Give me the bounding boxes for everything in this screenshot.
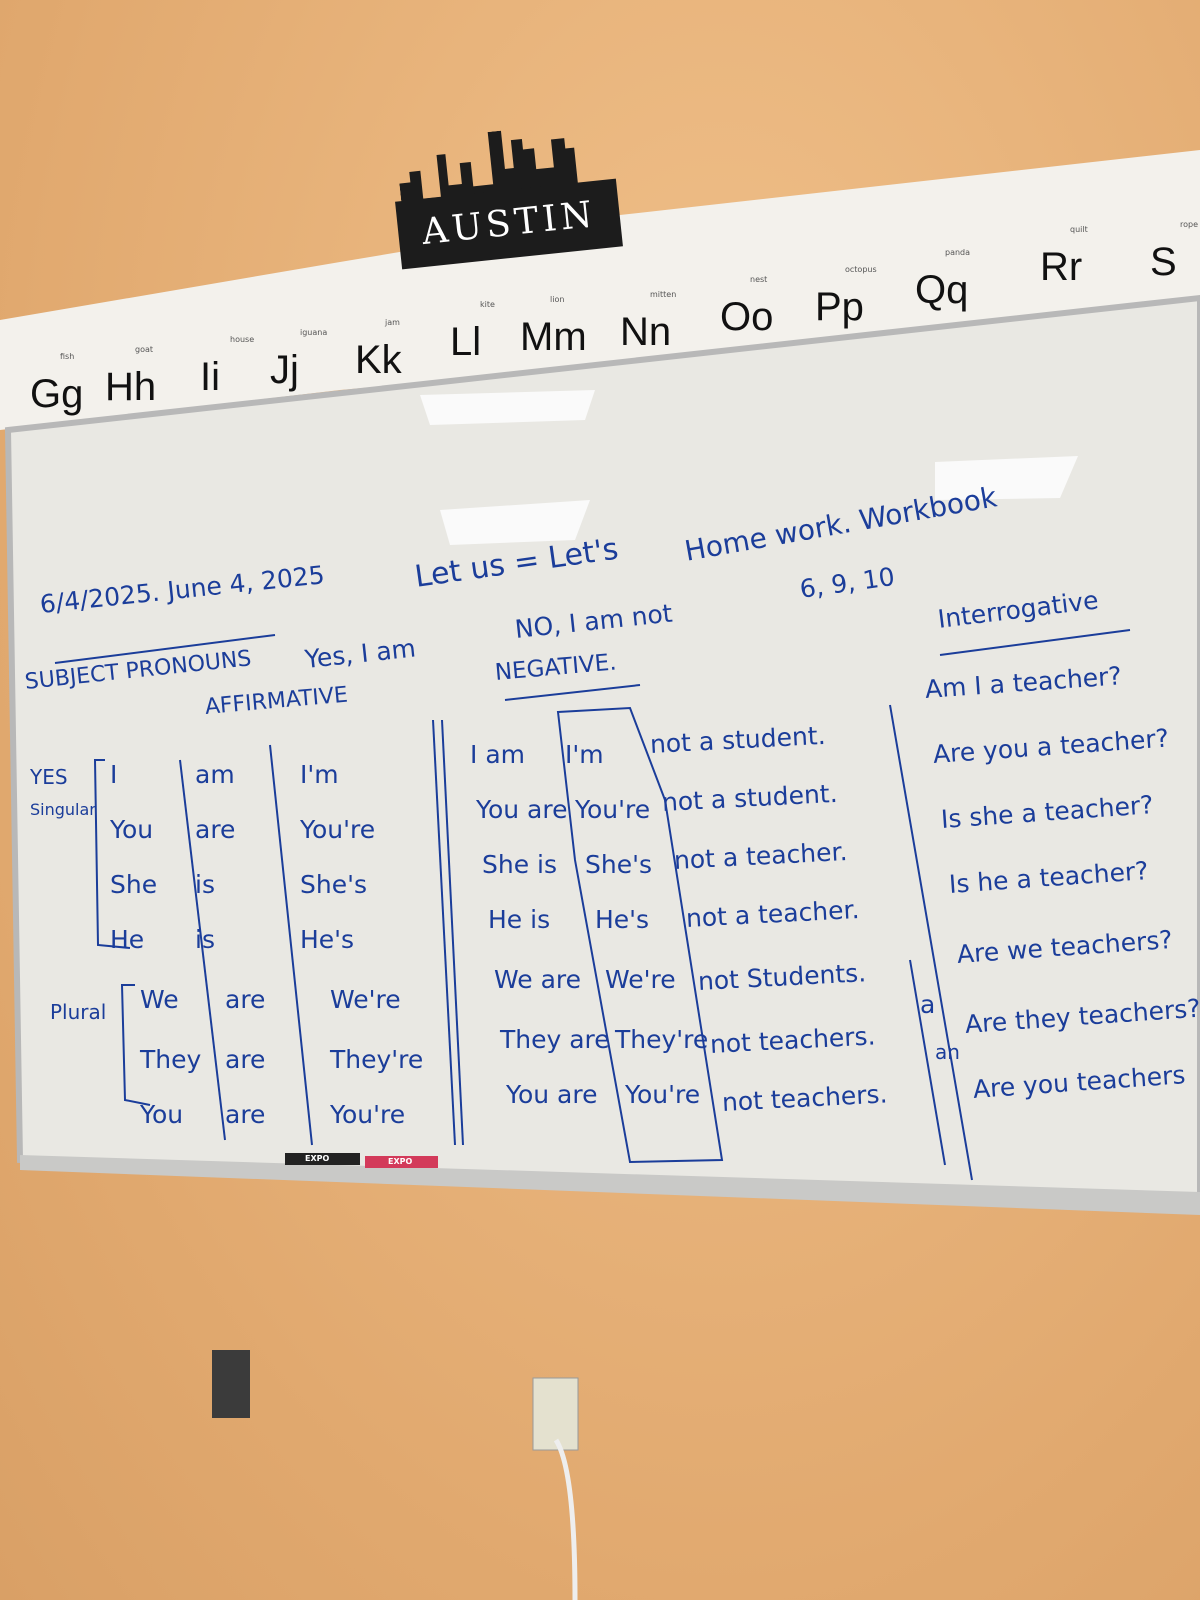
alphabet-letter: Ll: [450, 320, 482, 364]
affirmative-verb: is: [195, 925, 215, 954]
affirmative-contraction: He's: [300, 925, 355, 954]
alphabet-picture-caption: octopus: [845, 265, 877, 274]
affirmative-verb: are: [225, 1045, 266, 1074]
yes-label: YES: [30, 765, 68, 789]
negative-full-form: You are: [476, 795, 568, 824]
alphabet-letter: Hh: [105, 365, 157, 409]
negative-contraction: He's: [595, 905, 650, 934]
affirmative-pronoun: We: [140, 985, 179, 1014]
marker-tray: [20, 1155, 1200, 1215]
margin-mark-an: an: [935, 1040, 960, 1064]
negative-contraction: She's: [585, 850, 652, 879]
affirmative-pronoun: He: [110, 925, 145, 954]
alphabet-strip: [0, 150, 1200, 430]
affirmative-contraction: I'm: [300, 760, 339, 789]
affirmative-verb: am: [195, 760, 235, 789]
alphabet-letter: Nn: [620, 310, 672, 354]
alphabet-letter: Mm: [520, 315, 587, 359]
light-reflection: [440, 500, 590, 545]
negative-contraction: You're: [575, 795, 651, 824]
negative-full-form: They are: [500, 1025, 610, 1054]
black-marker: [285, 1153, 360, 1165]
red-marker: [365, 1156, 438, 1168]
alphabet-picture-caption: rope: [1180, 220, 1199, 229]
negative-contraction: I'm: [565, 740, 604, 769]
alphabet-letter: Kk: [355, 338, 402, 382]
alphabet-picture-caption: lion: [550, 295, 565, 304]
light-reflection: [420, 390, 595, 425]
affirmative-verb: is: [195, 870, 215, 899]
power-cord: [553, 1438, 578, 1600]
affirmative-contraction: She's: [300, 870, 367, 899]
negative-full-form: She is: [482, 850, 558, 879]
affirmative-contraction: We're: [330, 985, 401, 1014]
affirmative-verb: are: [195, 815, 236, 844]
alphabet-letter: Jj: [270, 348, 299, 392]
red-marker-label: EXPO: [388, 1157, 413, 1166]
negative-full-form: You are: [506, 1080, 598, 1109]
alphabet-picture-caption: house: [230, 335, 255, 344]
alphabet-letter: Oo: [720, 295, 774, 339]
affirmative-pronoun: I: [110, 760, 118, 789]
affirmative-pronoun: She: [110, 870, 158, 899]
alphabet-picture-caption: nest: [750, 275, 768, 284]
alphabet-letter: Pp: [815, 285, 864, 329]
affirmative-verb: are: [225, 1100, 266, 1129]
singular-label: Singular: [30, 800, 96, 819]
alphabet-letter: Ii: [200, 355, 220, 399]
affirmative-contraction: They're: [330, 1045, 424, 1074]
alphabet-picture-caption: jam: [385, 318, 400, 327]
alphabet-letter: Qq: [915, 268, 969, 312]
affirmative-pronoun: You: [140, 1100, 184, 1129]
affirmative-contraction: You're: [330, 1100, 406, 1129]
negative-full-form: He is: [488, 905, 551, 934]
power-outlet: [532, 1377, 579, 1451]
negative-contraction: We're: [605, 965, 676, 994]
switch-plate: [212, 1350, 250, 1418]
alphabet-picture-caption: mitten: [650, 290, 677, 299]
alphabet-letter: Gg: [30, 372, 84, 416]
alphabet-letter: Rr: [1040, 245, 1083, 289]
affirmative-verb: are: [225, 985, 266, 1014]
margin-mark-a: a: [920, 990, 936, 1019]
affirmative-contraction: You're: [300, 815, 376, 844]
alphabet-picture-caption: iguana: [300, 328, 328, 337]
affirmative-pronoun: You: [110, 815, 154, 844]
alphabet-letter: S: [1150, 240, 1177, 284]
light-reflection: [935, 456, 1078, 500]
affirmative-pronoun: They: [140, 1045, 202, 1074]
black-marker-label: EXPO: [305, 1154, 330, 1163]
alphabet-picture-caption: goat: [135, 345, 154, 354]
alphabet-picture-caption: kite: [480, 300, 495, 309]
negative-contraction: They're: [615, 1025, 709, 1054]
negative-contraction: You're: [625, 1080, 701, 1109]
negative-full-form: We are: [494, 965, 582, 994]
negative-full-form: I am: [470, 740, 525, 769]
alphabet-picture-caption: panda: [945, 248, 971, 257]
alphabet-picture-caption: quilt: [1070, 225, 1088, 234]
alphabet-picture-caption: fish: [60, 352, 75, 361]
plural-label: Plural: [50, 1000, 107, 1024]
whiteboard: [4, 294, 1200, 1204]
